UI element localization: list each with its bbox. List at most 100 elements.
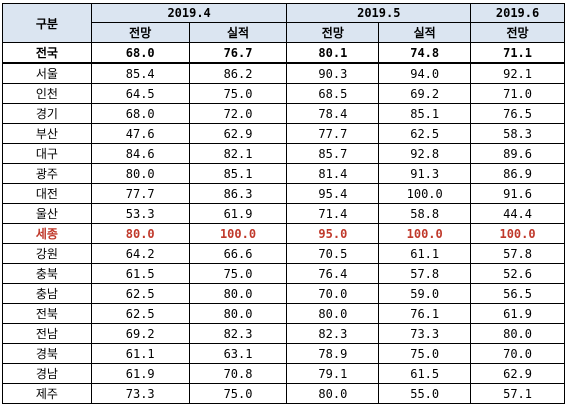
table-row: 충북 61.5 75.0 76.4 57.8 52.6 — [2, 263, 565, 284]
value-cell: 64.2 — [90, 243, 190, 264]
header-period-2019-6: 2019.6 — [470, 3, 565, 23]
value-cell: 68.5 — [286, 83, 380, 104]
value-cell: 57.1 — [470, 383, 565, 404]
value-cell: 80.0 — [90, 163, 190, 184]
value-cell: 53.3 — [90, 203, 190, 224]
region-cell: 제주 — [2, 383, 92, 404]
value-cell: 91.3 — [378, 163, 472, 184]
value-cell: 68.0 — [90, 103, 190, 124]
table-row: 경북 61.1 63.1 78.9 75.0 70.0 — [2, 343, 565, 364]
region-cell: 전남 — [2, 323, 92, 344]
value-cell: 76.7 — [188, 42, 288, 64]
value-cell: 92.8 — [378, 143, 472, 164]
region-cell: 경남 — [2, 363, 92, 384]
header-period-2019-4: 2019.4 — [90, 3, 288, 23]
region-cell: 대전 — [2, 183, 92, 204]
forecast-table: 구분 2019.4 2019.5 2019.6 전망 실적 전망 실적 전망 전… — [2, 3, 565, 404]
value-cell: 89.6 — [470, 143, 565, 164]
value-cell: 81.4 — [286, 163, 380, 184]
value-cell: 100.0 — [378, 223, 472, 244]
value-cell: 71.4 — [286, 203, 380, 224]
value-cell: 86.2 — [188, 62, 288, 84]
value-cell: 75.0 — [188, 383, 288, 404]
value-cell: 92.1 — [470, 62, 565, 84]
value-cell: 62.5 — [90, 303, 190, 324]
header-period-2019-5: 2019.5 — [286, 3, 472, 23]
value-cell: 58.8 — [378, 203, 472, 224]
value-cell: 76.1 — [378, 303, 472, 324]
value-cell: 70.5 — [286, 243, 380, 264]
value-cell: 61.5 — [378, 363, 472, 384]
value-cell: 85.7 — [286, 143, 380, 164]
header-sub-forecast: 전망 — [470, 22, 565, 43]
region-cell: 전북 — [2, 303, 92, 324]
region-cell: 경기 — [2, 103, 92, 124]
region-cell: 부산 — [2, 123, 92, 144]
region-cell: 대구 — [2, 143, 92, 164]
table-row: 부산 47.6 62.9 77.7 62.5 58.3 — [2, 123, 565, 144]
value-cell: 76.4 — [286, 263, 380, 284]
value-cell: 80.0 — [90, 223, 190, 244]
value-cell: 72.0 — [188, 103, 288, 124]
value-cell: 73.3 — [90, 383, 190, 404]
value-cell: 78.4 — [286, 103, 380, 124]
value-cell: 100.0 — [188, 223, 288, 244]
value-cell: 56.5 — [470, 283, 565, 304]
region-cell: 울산 — [2, 203, 92, 224]
table-row: 광주 80.0 85.1 81.4 91.3 86.9 — [2, 163, 565, 184]
region-cell: 세종 — [2, 223, 92, 244]
value-cell: 77.7 — [90, 183, 190, 204]
table-row: 전남 69.2 82.3 82.3 73.3 80.0 — [2, 323, 565, 344]
value-cell: 95.0 — [286, 223, 380, 244]
value-cell: 82.3 — [188, 323, 288, 344]
value-cell: 59.0 — [378, 283, 472, 304]
table-row: 경기 68.0 72.0 78.4 85.1 76.5 — [2, 103, 565, 124]
value-cell: 66.6 — [188, 243, 288, 264]
region-cell: 강원 — [2, 243, 92, 264]
region-cell: 광주 — [2, 163, 92, 184]
value-cell: 95.4 — [286, 183, 380, 204]
value-cell: 80.0 — [286, 303, 380, 324]
value-cell: 52.6 — [470, 263, 565, 284]
value-cell: 85.1 — [378, 103, 472, 124]
value-cell: 86.3 — [188, 183, 288, 204]
table-row: 인천 64.5 75.0 68.5 69.2 71.0 — [2, 83, 565, 104]
value-cell: 55.0 — [378, 383, 472, 404]
value-cell: 61.1 — [90, 343, 190, 364]
value-cell: 70.0 — [286, 283, 380, 304]
value-cell: 77.7 — [286, 123, 380, 144]
header-sub-actual: 실적 — [188, 22, 288, 43]
value-cell: 100.0 — [378, 183, 472, 204]
value-cell: 90.3 — [286, 62, 380, 84]
region-cell: 서울 — [2, 62, 92, 84]
region-cell: 인천 — [2, 83, 92, 104]
value-cell: 80.0 — [286, 383, 380, 404]
header-gubun: 구분 — [2, 3, 92, 43]
value-cell: 62.9 — [470, 363, 565, 384]
value-cell: 91.6 — [470, 183, 565, 204]
value-cell: 61.9 — [90, 363, 190, 384]
value-cell: 61.1 — [378, 243, 472, 264]
value-cell: 85.4 — [90, 62, 190, 84]
value-cell: 100.0 — [470, 223, 565, 244]
table-row: 강원 64.2 66.6 70.5 61.1 57.8 — [2, 243, 565, 264]
value-cell: 76.5 — [470, 103, 565, 124]
value-cell: 73.3 — [378, 323, 472, 344]
value-cell: 62.9 — [188, 123, 288, 144]
value-cell: 47.6 — [90, 123, 190, 144]
value-cell: 61.9 — [470, 303, 565, 324]
value-cell: 68.0 — [90, 42, 190, 64]
table-row: 울산 53.3 61.9 71.4 58.8 44.4 — [2, 203, 565, 224]
header-sub-actual: 실적 — [378, 22, 472, 43]
value-cell: 79.1 — [286, 363, 380, 384]
value-cell: 57.8 — [378, 263, 472, 284]
value-cell: 85.1 — [188, 163, 288, 184]
value-cell: 74.8 — [378, 42, 472, 64]
value-cell: 75.0 — [188, 83, 288, 104]
table-row: 경남 61.9 70.8 79.1 61.5 62.9 — [2, 363, 565, 384]
table-row: 대전 77.7 86.3 95.4 100.0 91.6 — [2, 183, 565, 204]
value-cell: 80.0 — [470, 323, 565, 344]
region-cell: 경북 — [2, 343, 92, 364]
value-cell: 84.6 — [90, 143, 190, 164]
region-cell: 충북 — [2, 263, 92, 284]
